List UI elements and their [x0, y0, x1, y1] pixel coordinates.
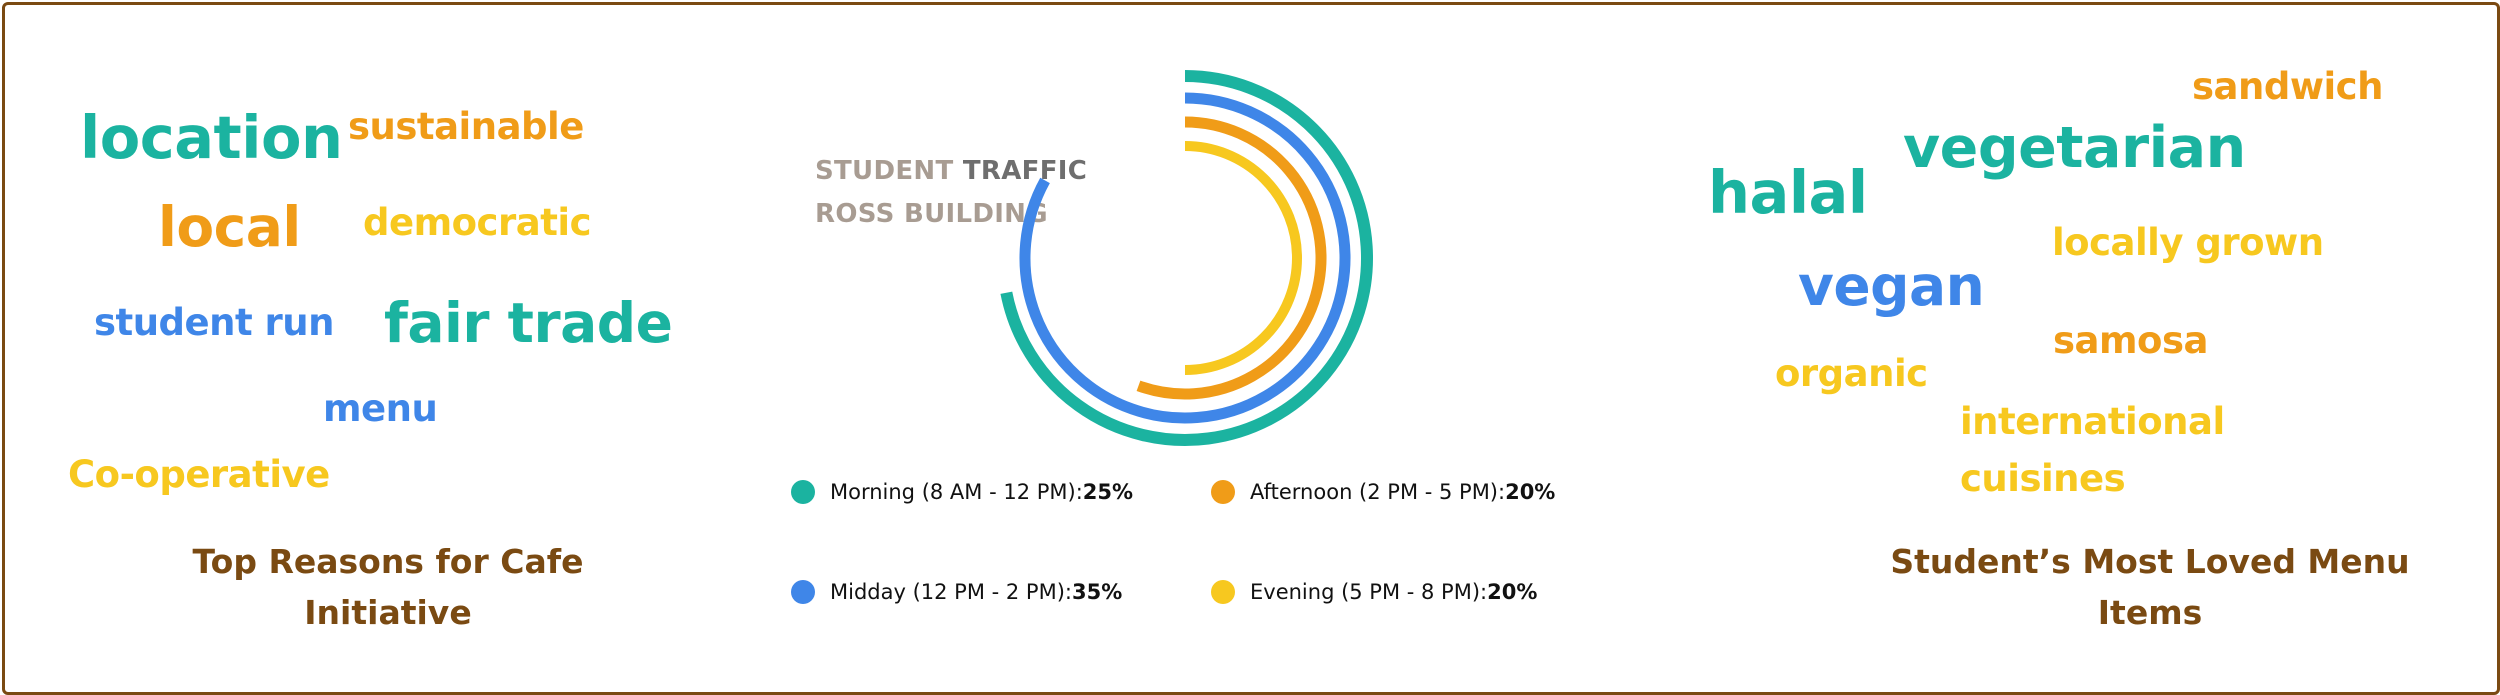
legend-text-midday: Midday (12 PM - 2 PM):35% — [830, 580, 1122, 604]
menu-caption-line1: Student’s Most Loved Menu — [1890, 542, 2410, 581]
reasons-caption-line1: Top Reasons for Cafe — [192, 542, 584, 581]
word-location: location — [80, 103, 343, 172]
legend-dot-evening — [1211, 580, 1235, 604]
menu-caption: Student’s Most Loved Menu Items — [1850, 536, 2450, 638]
legend-value-evening: 20% — [1487, 580, 1538, 604]
reasons-caption: Top Reasons for Cafe Initiative — [150, 536, 626, 638]
legend-item-midday: Midday (12 PM - 2 PM):35% — [791, 572, 1122, 612]
legend-text-morning: Morning (8 AM - 12 PM):25% — [830, 480, 1133, 504]
word-halal: halal — [1708, 158, 1868, 227]
word-student-run: student run — [94, 301, 334, 344]
legend-value-midday: 35% — [1071, 580, 1123, 604]
word-international: international — [1960, 400, 2225, 443]
legend-dot-afternoon — [1211, 480, 1235, 504]
legend-label-midday: Midday (12 PM - 2 PM): — [830, 580, 1072, 604]
word-sandwich: sandwich — [2192, 65, 2383, 108]
word-samosa: samosa — [2053, 319, 2208, 362]
word-democratic: democratic — [363, 201, 592, 244]
chart-title-part2: TRAFFIC — [962, 156, 1088, 186]
word-sustainable: sustainable — [348, 105, 584, 148]
menu-caption-line2: Items — [2097, 593, 2203, 632]
legend-dot-midday — [791, 580, 815, 604]
word-locally-grown: locally grown — [2052, 221, 2324, 264]
word-co-operative: Co-operative — [68, 453, 330, 496]
legend-value-morning: 25% — [1082, 480, 1134, 504]
legend-dot-morning — [791, 480, 815, 504]
legend-label-morning: Morning (8 AM - 12 PM): — [830, 480, 1083, 504]
word-fair-trade: fair trade — [384, 291, 673, 355]
legend-item-morning: Morning (8 AM - 12 PM):25% — [791, 472, 1133, 512]
chart-title-part1: STUDENT — [815, 156, 954, 186]
legend-text-evening: Evening (5 PM - 8 PM):20% — [1250, 580, 1537, 604]
legend-text-afternoon: Afternoon (2 PM - 5 PM):20% — [1250, 480, 1555, 504]
legend-label-evening: Evening (5 PM - 8 PM): — [1250, 580, 1488, 604]
reasons-caption-line2: Initiative — [304, 593, 472, 632]
legend-label-afternoon: Afternoon (2 PM - 5 PM): — [1250, 480, 1506, 504]
word-menu: menu — [323, 387, 438, 430]
legend-value-afternoon: 20% — [1505, 480, 1556, 504]
chart-subtitle: ROSS BUILDING — [815, 199, 1048, 229]
word-local: local — [158, 195, 301, 259]
word-cuisines: cuisines — [1960, 457, 2126, 500]
legend-item-evening: Evening (5 PM - 8 PM):20% — [1211, 572, 1537, 612]
word-vegetarian: vegetarian — [1903, 115, 2246, 181]
legend-item-afternoon: Afternoon (2 PM - 5 PM):20% — [1211, 472, 1555, 512]
word-vegan: vegan — [1798, 254, 1985, 318]
word-organic: organic — [1775, 352, 1928, 395]
chart-title: STUDENT TRAFFIC — [815, 158, 1087, 184]
